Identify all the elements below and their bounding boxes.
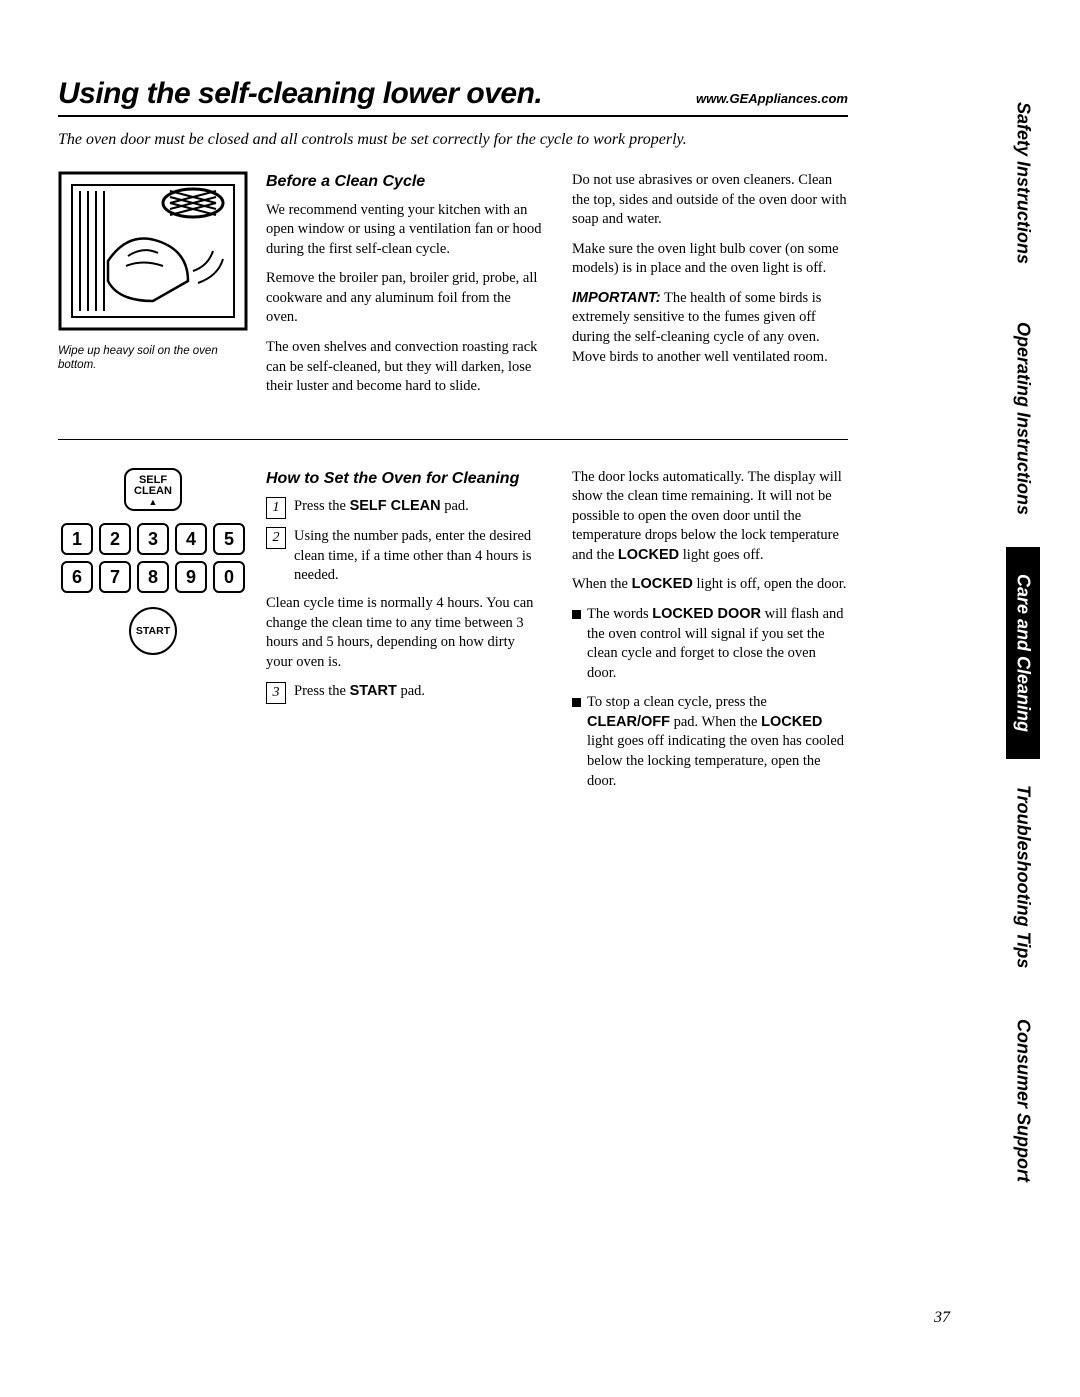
tab-safety: Safety Instructions	[1006, 77, 1040, 290]
tab-troubleshooting: Troubleshooting Tips	[1006, 759, 1040, 994]
para: The oven shelves and convection roasting…	[266, 338, 542, 397]
bullet-1: The words LOCKED DOOR will flash and the…	[572, 605, 848, 683]
tab-operating: Operating Instructions	[1006, 290, 1040, 547]
page-subtitle: The oven door must be closed and all con…	[58, 131, 848, 149]
section1-col-right: Do not use abrasives or oven cleaners. C…	[572, 171, 848, 407]
para: Do not use abrasives or oven cleaners. C…	[572, 171, 848, 230]
para-important: IMPORTANT: The health of some birds is e…	[572, 289, 848, 367]
side-tabs: Safety Instructions Operating Instructio…	[1006, 77, 1040, 1207]
bullet-2: To stop a clean cycle, press the CLEAR/O…	[572, 693, 848, 791]
number-keypad: 1 2 3 4 5 6 7 8 9 0	[58, 523, 248, 593]
tab-care-cleaning: Care and Cleaning	[1006, 547, 1040, 760]
page-number: 37	[934, 1309, 950, 1327]
step-text: Press the START pad.	[294, 682, 425, 702]
self-clean-button: SELFCLEAN ▲	[124, 468, 182, 512]
title-row: Using the self-cleaning lower oven. www.…	[58, 77, 848, 117]
start-button: START	[129, 607, 177, 655]
key-8: 8	[137, 561, 169, 593]
page-content: Using the self-cleaning lower oven. www.…	[58, 77, 848, 833]
step-1: 1 Press the SELF CLEAN pad.	[266, 497, 542, 519]
key-1: 1	[61, 523, 93, 555]
section-how-to-set: SELFCLEAN ▲ 1 2 3 4 5 6 7 8 9 0 START	[58, 439, 848, 801]
section2-columns: How to Set the Oven for Cleaning 1 Press…	[266, 468, 848, 801]
important-label: IMPORTANT:	[572, 290, 661, 306]
section1-columns: Before a Clean Cycle We recommend ventin…	[266, 171, 848, 407]
page-title: Using the self-cleaning lower oven.	[58, 77, 542, 111]
step-3: 3 Press the START pad.	[266, 682, 542, 704]
section1-col-left: Before a Clean Cycle We recommend ventin…	[266, 171, 542, 407]
oven-wipe-illustration	[58, 171, 248, 331]
bullet-text: To stop a clean cycle, press the CLEAR/O…	[587, 693, 848, 791]
para: Make sure the oven light bulb cover (on …	[572, 240, 848, 279]
figure-control-panel: SELFCLEAN ▲ 1 2 3 4 5 6 7 8 9 0 START	[58, 468, 248, 801]
section-before-clean: Wipe up heavy soil on the oven bottom. B…	[58, 171, 848, 407]
key-5: 5	[213, 523, 245, 555]
control-panel: SELFCLEAN ▲ 1 2 3 4 5 6 7 8 9 0 START	[58, 468, 248, 656]
up-arrow-icon: ▲	[128, 498, 178, 507]
para: Remove the broiler pan, broiler grid, pr…	[266, 269, 542, 328]
bullet-text: The words LOCKED DOOR will flash and the…	[587, 605, 848, 683]
self-clean-label: SELFCLEAN	[134, 474, 172, 498]
step-text: Press the SELF CLEAN pad.	[294, 497, 469, 517]
step-number-icon: 1	[266, 497, 286, 519]
para: Clean cycle time is normally 4 hours. Yo…	[266, 594, 542, 672]
para: The door locks automatically. The displa…	[572, 468, 848, 566]
bullet-icon	[572, 610, 581, 619]
key-4: 4	[175, 523, 207, 555]
section2-col-left: How to Set the Oven for Cleaning 1 Press…	[266, 468, 542, 801]
key-2: 2	[99, 523, 131, 555]
bullet-icon	[572, 698, 581, 707]
key-3: 3	[137, 523, 169, 555]
para: When the LOCKED light is off, open the d…	[572, 575, 848, 595]
step-number-icon: 2	[266, 527, 286, 549]
step-number-icon: 3	[266, 682, 286, 704]
figure-caption: Wipe up heavy soil on the oven bottom.	[58, 344, 248, 373]
section2-heading: How to Set the Oven for Cleaning	[266, 468, 542, 490]
figure-wipe-oven: Wipe up heavy soil on the oven bottom.	[58, 171, 248, 407]
step-text: Using the number pads, enter the desired…	[294, 527, 542, 586]
key-0: 0	[213, 561, 245, 593]
key-6: 6	[61, 561, 93, 593]
tab-consumer-support: Consumer Support	[1006, 994, 1040, 1207]
step-2: 2 Using the number pads, enter the desir…	[266, 527, 542, 586]
key-7: 7	[99, 561, 131, 593]
para: We recommend venting your kitchen with a…	[266, 201, 542, 260]
key-9: 9	[175, 561, 207, 593]
section1-heading: Before a Clean Cycle	[266, 171, 542, 193]
brand-url: www.GEAppliances.com	[696, 91, 848, 106]
section2-col-right: The door locks automatically. The displa…	[572, 468, 848, 801]
